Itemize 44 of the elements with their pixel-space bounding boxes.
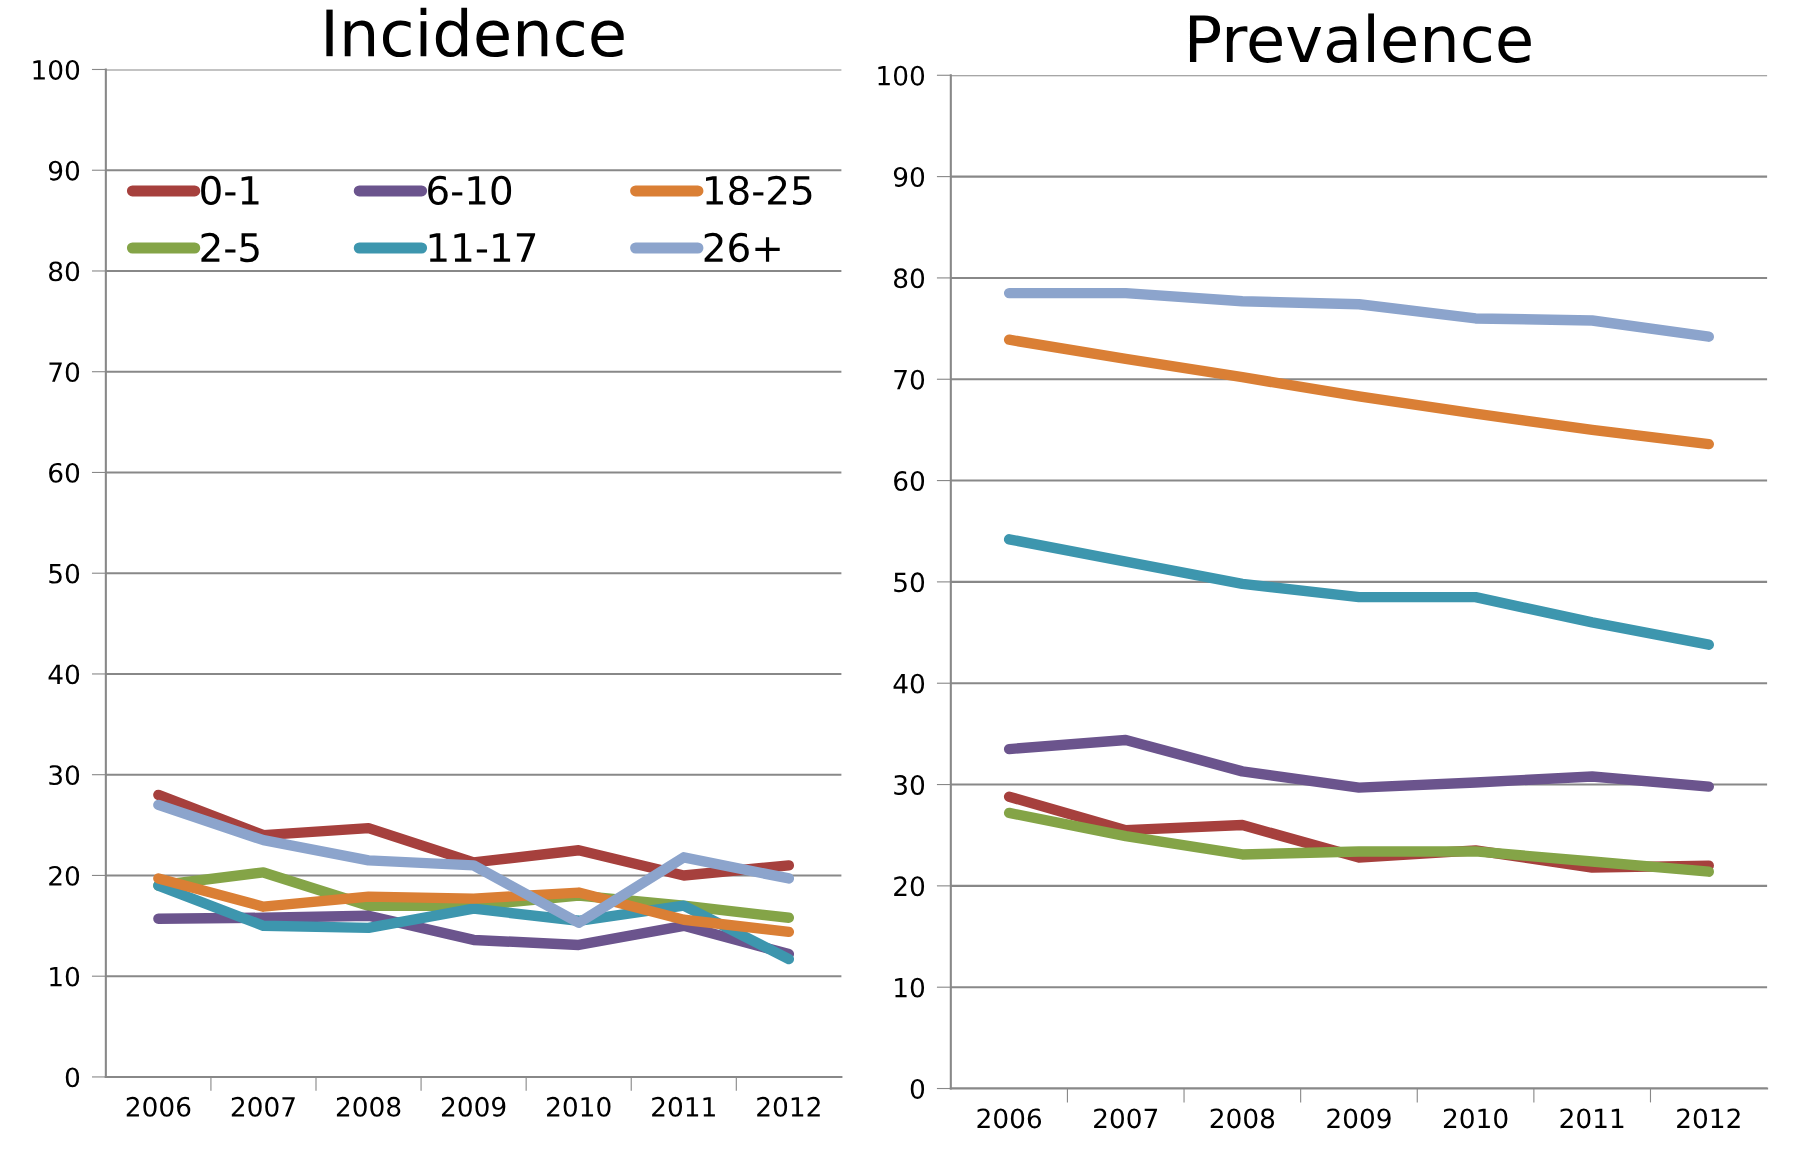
x-tick-label: 2006: [977, 1108, 1042, 1129]
x-tick-label: 2008: [1210, 1108, 1275, 1129]
legend-label: 0-1: [201, 175, 259, 206]
y-tick-label: 60: [894, 471, 925, 491]
y-tick-label: 0: [65, 1067, 80, 1088]
y-tick-label: 20: [894, 876, 925, 897]
legend-label: 18-25: [706, 175, 812, 206]
chart-title: Prevalence: [1189, 13, 1531, 63]
legend-label: 11-17: [429, 233, 536, 262]
x-tick-label: 2010: [1443, 1108, 1508, 1129]
x-tick-label: 2012: [757, 1096, 820, 1117]
x-tick-label: 2010: [547, 1096, 611, 1117]
y-tick-label: 70: [894, 369, 925, 390]
y-tick-label: 80: [49, 261, 80, 282]
x-tick-label: 2007: [231, 1096, 295, 1117]
y-tick-label: 50: [49, 563, 80, 584]
x-tick-label: 2012: [1677, 1108, 1740, 1129]
legend-label: 26+: [704, 232, 780, 263]
y-tick-label: 10: [895, 977, 925, 998]
y-tick-label: 80: [894, 268, 925, 289]
y-tick-label: 60: [49, 462, 80, 483]
x-tick-label: 2007: [1094, 1108, 1158, 1129]
y-tick-label: 40: [893, 673, 925, 694]
y-tick-label: 100: [878, 65, 925, 86]
x-tick-label: 2008: [336, 1096, 401, 1117]
y-tick-label: 90: [48, 160, 80, 181]
x-tick-label: 2009: [441, 1096, 506, 1117]
y-tick-label: 40: [48, 664, 80, 685]
y-tick-label: 0: [910, 1078, 925, 1099]
y-tick-label: 20: [49, 865, 80, 886]
x-tick-label: 2011: [652, 1096, 715, 1117]
x-tick-label: 2011: [1560, 1108, 1624, 1129]
y-tick-label: 100: [33, 59, 80, 80]
x-tick-label: 2009: [1327, 1108, 1391, 1129]
y-tick-label: 30: [49, 765, 80, 786]
legend-label: 6-10: [428, 175, 512, 206]
chart-title: Incidence: [326, 7, 624, 58]
x-tick-label: 2006: [126, 1096, 191, 1117]
y-tick-label: 90: [893, 167, 925, 187]
y-tick-label: 10: [50, 966, 80, 987]
legend-label: 2-5: [201, 232, 259, 263]
y-tick-label: 30: [894, 774, 925, 795]
y-tick-label: 70: [49, 362, 80, 383]
y-tick-label: 50: [894, 572, 925, 593]
